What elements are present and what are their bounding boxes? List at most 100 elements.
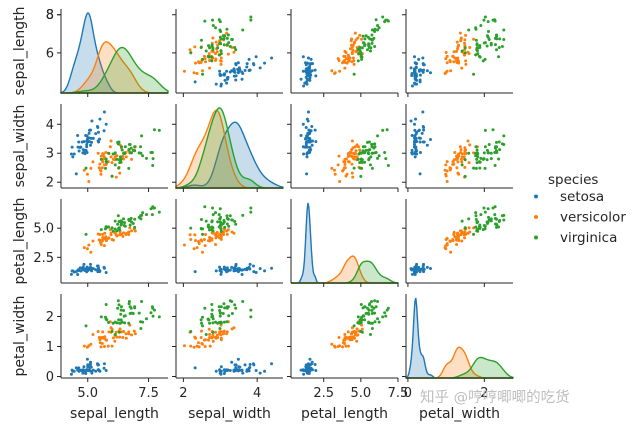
point-versicolor: [124, 155, 128, 159]
point-setosa: [251, 264, 255, 268]
point-setosa: [219, 272, 223, 276]
point-virginica: [478, 227, 482, 231]
point-virginica: [211, 213, 215, 217]
point-virginica: [481, 228, 485, 232]
panel-sepal_length-vs-sepal_length: 68: [46, 8, 169, 97]
point-versicolor: [124, 232, 128, 236]
point-virginica: [365, 140, 369, 144]
point-versicolor: [193, 335, 197, 339]
point-virginica: [474, 211, 478, 215]
point-setosa: [236, 369, 240, 373]
point-setosa: [248, 366, 252, 369]
point-versicolor: [351, 56, 355, 60]
point-virginica: [107, 321, 111, 324]
point-setosa: [417, 136, 421, 140]
point-setosa: [228, 70, 232, 74]
point-versicolor: [338, 180, 342, 184]
panel-sepal_length-vs-sepal_width: [172, 9, 283, 97]
point-setosa: [218, 69, 222, 73]
point-setosa: [225, 81, 229, 85]
point-versicolor: [456, 234, 460, 238]
point-virginica: [460, 219, 464, 223]
point-setosa: [228, 268, 232, 272]
point-virginica: [356, 47, 360, 51]
point-virginica: [228, 214, 232, 218]
point-versicolor: [456, 160, 460, 164]
point-setosa: [102, 129, 106, 133]
point-virginica: [116, 214, 120, 218]
point-virginica: [104, 317, 108, 321]
point-virginica: [222, 37, 226, 41]
point-versicolor: [225, 232, 229, 236]
point-setosa: [308, 76, 312, 80]
point-setosa: [193, 366, 197, 370]
point-virginica: [385, 128, 389, 132]
point-setosa: [422, 128, 426, 132]
point-virginica: [482, 18, 486, 22]
point-versicolor: [211, 36, 215, 40]
point-versicolor: [201, 69, 205, 73]
point-virginica: [199, 218, 203, 222]
point-setosa: [228, 369, 232, 372]
point-versicolor: [358, 148, 362, 152]
point-versicolor: [109, 231, 113, 235]
point-versicolor: [97, 238, 101, 242]
point-virginica: [139, 217, 143, 221]
point-setosa: [425, 265, 429, 269]
point-versicolor: [118, 327, 122, 331]
point-setosa: [236, 267, 240, 271]
point-versicolor: [445, 169, 449, 173]
point-setosa: [219, 365, 223, 369]
point-setosa: [76, 272, 80, 276]
point-setosa: [258, 371, 262, 375]
point-virginica: [122, 223, 126, 227]
point-versicolor: [464, 151, 468, 155]
point-virginica: [99, 157, 103, 161]
point-versicolor: [208, 336, 212, 339]
point-virginica: [359, 151, 363, 155]
point-setosa: [422, 126, 426, 130]
point-virginica: [383, 151, 387, 155]
point-versicolor: [357, 145, 361, 149]
point-virginica: [228, 44, 232, 48]
point-virginica: [199, 227, 203, 231]
point-virginica: [122, 314, 126, 318]
point-virginica: [474, 145, 478, 149]
point-versicolor: [101, 152, 105, 156]
point-virginica: [230, 312, 234, 315]
point-setosa: [90, 269, 94, 273]
point-versicolor: [222, 330, 226, 334]
point-versicolor: [232, 231, 236, 235]
point-versicolor: [451, 162, 455, 166]
point-setosa: [87, 128, 91, 132]
point-virginica: [104, 157, 108, 161]
point-virginica: [486, 207, 490, 211]
point-versicolor: [192, 71, 196, 75]
point-virginica: [222, 43, 226, 47]
point-setosa: [314, 74, 318, 78]
point-versicolor: [348, 151, 352, 155]
point-virginica: [479, 213, 483, 217]
point-virginica: [472, 72, 476, 76]
point-virginica: [208, 228, 212, 232]
point-versicolor: [336, 345, 340, 348]
point-versicolor: [202, 338, 206, 342]
point-setosa: [81, 371, 85, 375]
point-versicolor: [89, 250, 93, 254]
point-setosa: [236, 71, 240, 75]
point-versicolor: [353, 40, 357, 44]
point-versicolor: [445, 236, 449, 240]
xtick-label-petal_width: 0: [404, 386, 412, 401]
point-versicolor: [111, 336, 115, 340]
point-versicolor: [333, 168, 337, 172]
ytick-label-petal_width: 1: [46, 340, 54, 355]
point-virginica: [201, 324, 205, 328]
xaxis-label-sepal_length: sepal_length: [70, 406, 159, 422]
point-setosa: [243, 363, 247, 367]
point-virginica: [230, 300, 234, 303]
point-virginica: [372, 146, 376, 150]
point-virginica: [359, 53, 363, 57]
point-versicolor: [194, 61, 197, 65]
point-versicolor: [99, 242, 103, 246]
